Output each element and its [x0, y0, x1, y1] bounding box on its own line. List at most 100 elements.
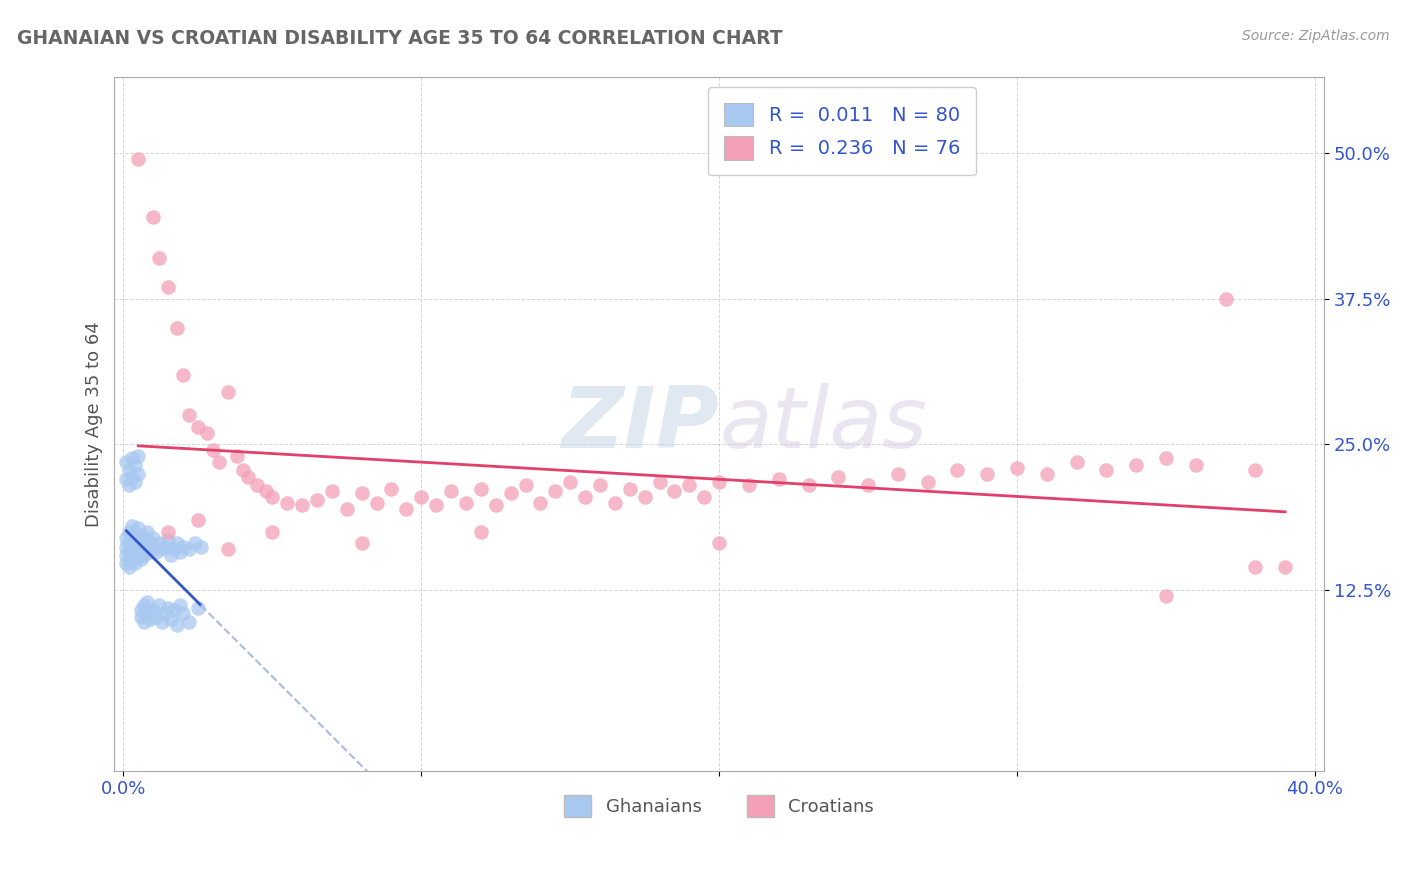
Point — [454, 496, 477, 510]
Point — [187, 600, 209, 615]
Point — [129, 544, 152, 558]
Point — [129, 536, 152, 550]
Point — [619, 482, 641, 496]
Point — [1274, 559, 1296, 574]
Point — [1036, 467, 1059, 481]
Point — [440, 484, 463, 499]
Point — [217, 542, 239, 557]
Point — [136, 524, 159, 539]
Point — [276, 496, 298, 510]
Point — [134, 531, 156, 545]
Point — [115, 531, 138, 545]
Point — [184, 536, 207, 550]
Point — [411, 490, 433, 504]
Point — [634, 490, 657, 504]
Point — [1095, 463, 1118, 477]
Point — [118, 524, 141, 539]
Point — [166, 618, 188, 632]
Point — [1125, 458, 1147, 473]
Point — [166, 321, 188, 335]
Point — [153, 540, 176, 554]
Point — [187, 420, 209, 434]
Point — [118, 544, 141, 558]
Point — [115, 472, 138, 486]
Point — [485, 498, 508, 512]
Point — [118, 536, 141, 550]
Text: ZIP: ZIP — [561, 383, 718, 466]
Point — [142, 603, 165, 617]
Point — [150, 615, 173, 629]
Point — [169, 544, 191, 558]
Point — [127, 152, 149, 166]
Point — [678, 478, 700, 492]
Point — [115, 548, 138, 562]
Point — [1154, 589, 1177, 603]
Point — [124, 536, 146, 550]
Point — [124, 458, 146, 473]
Point — [148, 251, 170, 265]
Point — [177, 409, 200, 423]
Point — [148, 599, 170, 613]
Point — [254, 484, 277, 499]
Point — [134, 548, 156, 562]
Point — [124, 557, 146, 571]
Point — [321, 484, 343, 499]
Point — [187, 513, 209, 527]
Point — [121, 470, 143, 484]
Point — [648, 475, 671, 489]
Point — [134, 599, 156, 613]
Point — [262, 524, 284, 539]
Point — [856, 478, 879, 492]
Point — [148, 536, 170, 550]
Point — [707, 475, 730, 489]
Point — [124, 544, 146, 558]
Point — [163, 542, 186, 557]
Point — [127, 521, 149, 535]
Point — [738, 478, 761, 492]
Point — [976, 467, 998, 481]
Point — [118, 551, 141, 566]
Point — [145, 544, 167, 558]
Point — [124, 475, 146, 489]
Point — [136, 542, 159, 557]
Point — [139, 544, 162, 558]
Point — [121, 451, 143, 466]
Point — [166, 536, 188, 550]
Point — [1215, 292, 1237, 306]
Point — [544, 484, 567, 499]
Point — [115, 455, 138, 469]
Point — [1005, 460, 1028, 475]
Point — [217, 384, 239, 399]
Point — [380, 482, 402, 496]
Point — [515, 478, 537, 492]
Point — [157, 524, 180, 539]
Point — [127, 548, 149, 562]
Point — [121, 519, 143, 533]
Point — [350, 536, 373, 550]
Point — [134, 540, 156, 554]
Point — [887, 467, 910, 481]
Point — [350, 486, 373, 500]
Point — [150, 542, 173, 557]
Point — [129, 610, 152, 624]
Point — [118, 463, 141, 477]
Point — [177, 542, 200, 557]
Text: Source: ZipAtlas.com: Source: ZipAtlas.com — [1241, 29, 1389, 43]
Point — [121, 528, 143, 542]
Point — [1185, 458, 1208, 473]
Point — [142, 540, 165, 554]
Point — [118, 559, 141, 574]
Point — [707, 536, 730, 550]
Point — [246, 478, 269, 492]
Point — [129, 603, 152, 617]
Point — [195, 425, 218, 440]
Point — [139, 612, 162, 626]
Point — [291, 498, 314, 512]
Point — [201, 443, 224, 458]
Point — [129, 551, 152, 566]
Point — [172, 368, 194, 382]
Point — [1244, 559, 1267, 574]
Point — [127, 542, 149, 557]
Point — [121, 548, 143, 562]
Point — [115, 540, 138, 554]
